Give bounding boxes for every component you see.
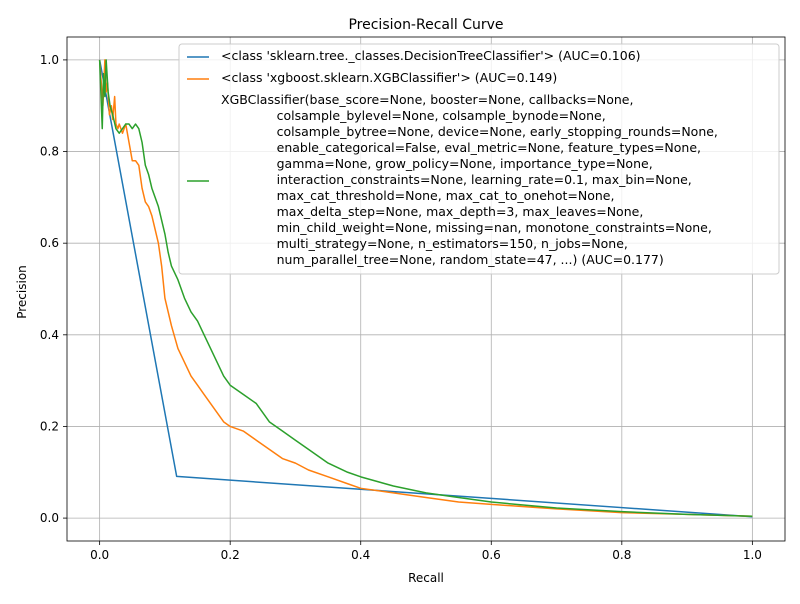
x-tick-label: 0.6 bbox=[482, 548, 501, 562]
legend-label-2: <class 'xgboost.sklearn.XGBClassifier'> … bbox=[221, 70, 557, 85]
x-tick-label: 0.0 bbox=[90, 548, 109, 562]
y-tick-label: 0.4 bbox=[40, 328, 59, 342]
y-axis-label: Precision bbox=[15, 265, 29, 319]
series-line-1 bbox=[98, 59, 753, 518]
x-tick-label: 0.4 bbox=[351, 548, 370, 562]
x-tick-label: 0.8 bbox=[612, 548, 631, 562]
y-tick-label: 0.6 bbox=[40, 236, 59, 250]
legend-label-3: XGBClassifier(base_score=None, booster=N… bbox=[221, 92, 718, 267]
series-line-2 bbox=[98, 59, 753, 518]
series-lines bbox=[98, 59, 753, 518]
y-tick-label: 0.2 bbox=[40, 419, 59, 433]
x-axis-label: Recall bbox=[408, 571, 444, 585]
y-tick-label: 0.0 bbox=[40, 511, 59, 525]
chart-title: Precision-Recall Curve bbox=[348, 17, 503, 33]
series-line-3 bbox=[98, 59, 753, 518]
legend: <class 'sklearn.tree._classes.DecisionTr… bbox=[178, 43, 780, 275]
legend-box bbox=[178, 43, 780, 275]
plot-area-frame bbox=[66, 36, 786, 542]
legend-label-1: <class 'sklearn.tree._classes.DecisionTr… bbox=[221, 48, 641, 63]
x-tick-label: 1.0 bbox=[743, 548, 762, 562]
x-tick-label: 0.2 bbox=[221, 548, 240, 562]
y-tick-label: 1.0 bbox=[40, 53, 59, 67]
y-tick-label: 0.8 bbox=[40, 145, 59, 159]
axis-ticks: 0.0 0.2 0.4 0.6 0.8 1.0 0.0 0.2 0.4 0.6 0.8 1.0 bbox=[40, 53, 762, 562]
